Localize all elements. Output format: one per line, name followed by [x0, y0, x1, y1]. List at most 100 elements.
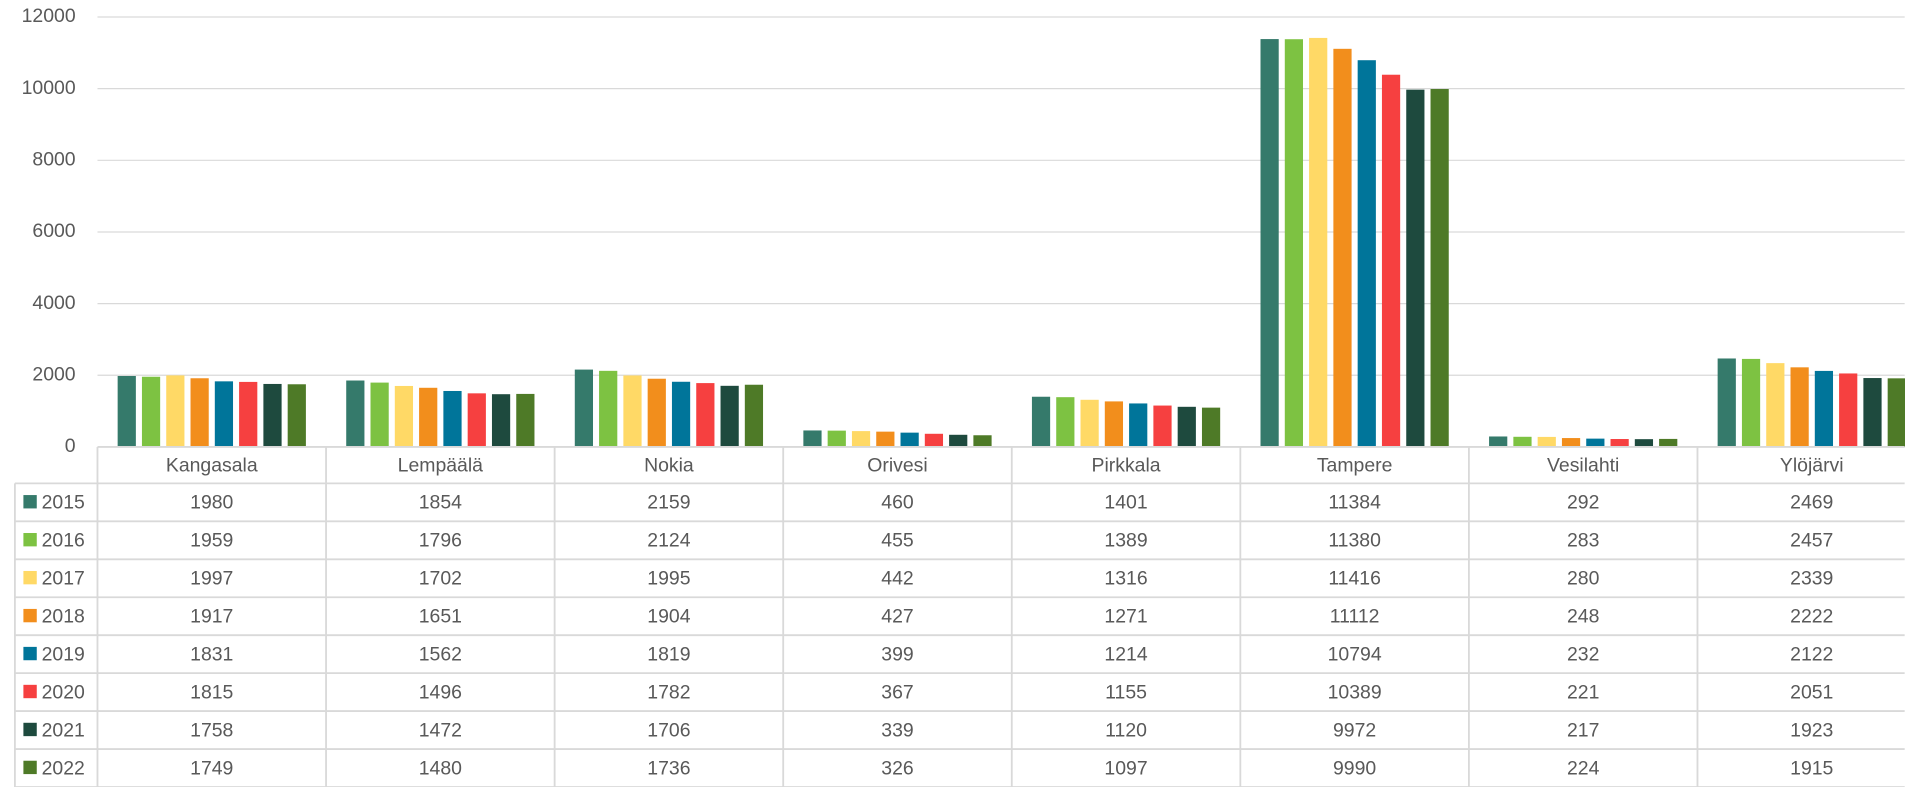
- bar: [1634, 439, 1654, 447]
- legend-label: 2021: [42, 719, 85, 741]
- table-value: 1815: [190, 681, 233, 703]
- legend-swatch: [23, 533, 37, 547]
- x-tick-label: Pirkkala: [1092, 454, 1161, 476]
- table-value: 1562: [419, 644, 462, 666]
- table-value: 224: [1567, 757, 1600, 779]
- bar: [1839, 373, 1858, 447]
- bar: [1153, 405, 1172, 447]
- x-tick-label: Lempäälä: [398, 454, 484, 476]
- bar: [1717, 358, 1736, 447]
- bar: [166, 375, 185, 447]
- bar: [973, 435, 992, 447]
- legend-swatch: [23, 570, 37, 585]
- legend-label: 2016: [42, 530, 85, 552]
- table-value: 9990: [1333, 757, 1376, 779]
- bar: [851, 431, 871, 447]
- table-value: 1854: [419, 492, 462, 514]
- bar: [1430, 89, 1449, 447]
- table-value: 2159: [647, 492, 690, 514]
- table-value: 2122: [1790, 644, 1833, 666]
- bar: [370, 382, 389, 447]
- table-value: 11112: [1330, 606, 1380, 628]
- bar: [900, 432, 919, 447]
- legend-label: 2018: [42, 606, 85, 628]
- table-value: 1796: [419, 530, 462, 552]
- bar: [1333, 48, 1352, 447]
- table-value: 283: [1567, 530, 1599, 552]
- table-value: 339: [881, 719, 913, 741]
- bar: [214, 381, 234, 447]
- bar: [574, 369, 594, 447]
- bar: [1031, 396, 1051, 447]
- bar: [1790, 367, 1809, 447]
- table-value: 399: [881, 644, 913, 666]
- bar: [647, 378, 666, 447]
- bar: [671, 381, 691, 447]
- bar: [1814, 370, 1834, 447]
- bar: [1489, 436, 1508, 447]
- bar: [1201, 407, 1221, 447]
- table-value: 248: [1567, 606, 1599, 628]
- legend-label: 2015: [42, 492, 85, 514]
- bar: [924, 433, 944, 447]
- table-value: 11384: [1328, 492, 1381, 514]
- bar: [1129, 403, 1148, 447]
- bar: [696, 383, 715, 447]
- table-value: 2339: [1790, 568, 1833, 590]
- table-value: 1915: [1790, 757, 1833, 779]
- bar: [346, 380, 365, 447]
- table-value: 1706: [647, 719, 690, 741]
- table-value: 455: [881, 530, 913, 552]
- table-value: 1214: [1104, 644, 1147, 666]
- bar: [803, 430, 822, 447]
- table-value: 1271: [1104, 606, 1147, 628]
- table-value: 280: [1567, 568, 1600, 590]
- table-value: 326: [881, 757, 913, 779]
- table-value: 1917: [190, 606, 233, 628]
- bar: [1284, 39, 1304, 447]
- table-value: 1702: [419, 568, 462, 590]
- bar: [1177, 406, 1196, 447]
- table-value: 460: [881, 492, 914, 514]
- table-value: 2457: [1790, 530, 1833, 552]
- bar: [1056, 397, 1075, 447]
- table-value: 1097: [1104, 757, 1147, 779]
- table-value: 442: [881, 568, 913, 590]
- bar: [1659, 438, 1678, 447]
- bar: [720, 385, 739, 447]
- table-value: 1923: [1790, 719, 1833, 741]
- bar: [827, 430, 846, 447]
- y-tick-label: 8000: [32, 148, 75, 170]
- y-tick-label: 2000: [32, 363, 75, 385]
- table-value: 427: [881, 606, 913, 628]
- bar: [117, 375, 136, 447]
- table-value: 1758: [190, 719, 233, 741]
- x-tick-label: Kangasala: [166, 454, 258, 476]
- bar: [1260, 39, 1279, 447]
- table-value: 232: [1567, 644, 1599, 666]
- table-value: 10389: [1328, 681, 1382, 703]
- bar: [443, 390, 462, 447]
- legend-label: 2022: [42, 757, 85, 779]
- bar: [1406, 89, 1425, 447]
- table-value: 2222: [1790, 606, 1833, 628]
- legend-swatch: [23, 722, 37, 737]
- table-value: 1997: [190, 568, 233, 590]
- table-value: 1904: [647, 606, 690, 628]
- table-value: 1749: [190, 757, 233, 779]
- table-value: 1736: [647, 757, 690, 779]
- legend-label: 2020: [42, 681, 85, 703]
- y-tick-label: 0: [65, 435, 76, 457]
- x-tick-label: Nokia: [644, 454, 694, 476]
- bar: [467, 393, 486, 447]
- table-value: 1819: [647, 644, 690, 666]
- bar: [141, 376, 161, 447]
- table-value: 1496: [419, 681, 462, 703]
- table-value: 292: [1567, 492, 1599, 514]
- bar: [623, 375, 642, 447]
- bar: [876, 431, 895, 447]
- bar: [1309, 37, 1328, 447]
- bar: [516, 393, 535, 447]
- bar: [239, 381, 258, 447]
- table-value: 1480: [419, 757, 462, 779]
